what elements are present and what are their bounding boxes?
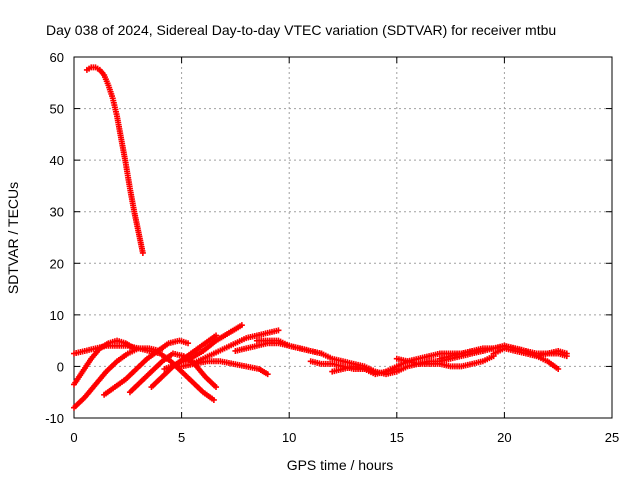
y-tick-label: 20	[50, 256, 64, 271]
x-tick-label: 20	[497, 430, 511, 445]
x-tick-label: 25	[605, 430, 619, 445]
plot-frame	[73, 56, 613, 419]
data-point	[238, 322, 245, 329]
y-tick-label: -10	[45, 411, 64, 426]
series-arc-19	[490, 345, 570, 360]
series-arc-10	[178, 358, 271, 378]
data-point	[213, 332, 220, 339]
x-tick-label: 15	[390, 430, 404, 445]
y-tick-label: 30	[50, 205, 64, 220]
data-point	[555, 366, 562, 373]
data-point	[213, 384, 220, 391]
y-tick-label: 60	[50, 50, 64, 65]
data-point	[139, 249, 146, 256]
x-tick-label: 5	[178, 430, 185, 445]
x-tick-label: 10	[282, 430, 296, 445]
y-tick-label: 50	[50, 102, 64, 117]
data-point	[210, 396, 217, 403]
x-tick-label: 0	[70, 430, 77, 445]
series-arc-5	[101, 337, 192, 398]
y-axis-label: SDTVAR / TECUs	[5, 182, 21, 294]
chart-title: Day 038 of 2024, Sidereal Day-to-day VTE…	[46, 22, 556, 38]
data-point	[275, 327, 282, 334]
plot-area	[71, 64, 570, 411]
series-arc-8	[161, 322, 245, 373]
y-tick-label: 0	[57, 359, 64, 374]
data-point	[264, 371, 271, 378]
series-arc-1	[83, 64, 146, 256]
axes	[73, 56, 613, 419]
data-point	[185, 340, 192, 347]
y-tick-label: 10	[50, 308, 64, 323]
y-tick-label: 40	[50, 153, 64, 168]
x-axis-label: GPS time / hours	[287, 457, 394, 473]
data-point	[563, 353, 570, 360]
series-arc-9	[189, 327, 282, 367]
tick-labels: 0 5 10 15 20 25 -10 0 10 20 30 40 50 60	[45, 50, 619, 445]
